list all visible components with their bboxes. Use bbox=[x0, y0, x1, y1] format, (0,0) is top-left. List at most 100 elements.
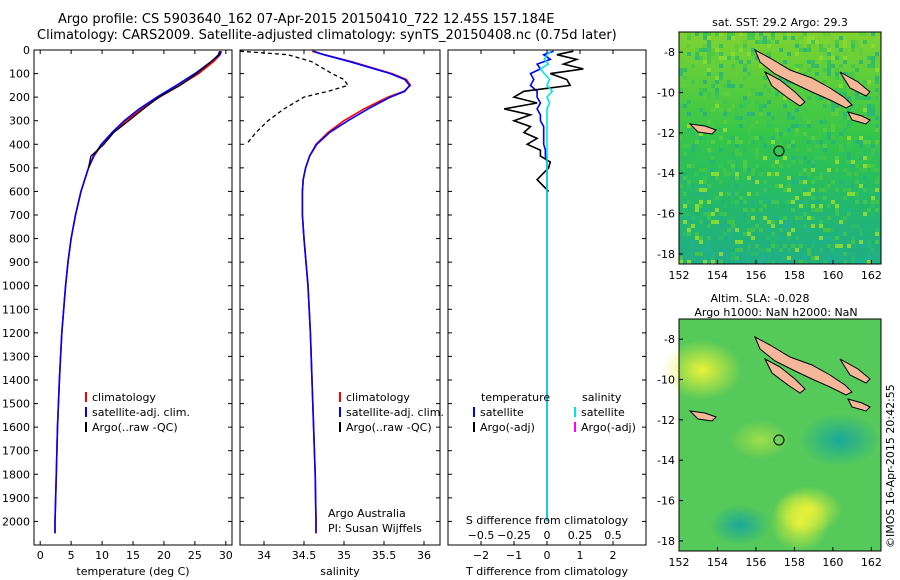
sst-cell bbox=[727, 108, 731, 112]
sst-cell bbox=[703, 168, 707, 172]
sst-cell bbox=[707, 224, 711, 228]
sst-cell bbox=[831, 112, 835, 116]
sst-cell bbox=[679, 220, 683, 224]
sst-cell bbox=[679, 244, 683, 248]
sst-cell bbox=[731, 84, 735, 88]
sst-cell bbox=[779, 228, 783, 232]
sst-cell bbox=[687, 216, 691, 220]
sst-cell bbox=[847, 188, 851, 192]
sst-cell bbox=[775, 160, 779, 164]
sst-cell bbox=[679, 236, 683, 240]
sst-cell bbox=[795, 68, 799, 72]
sst-cell bbox=[799, 48, 803, 52]
sst-cell bbox=[807, 48, 811, 52]
sst-cell bbox=[695, 188, 699, 192]
sst-cell bbox=[723, 232, 727, 236]
sst-cell bbox=[871, 124, 875, 128]
series-line-temperature-argo-adj- bbox=[503, 50, 584, 192]
sst-cell bbox=[827, 236, 831, 240]
sst-cell bbox=[759, 172, 763, 176]
sst-cell bbox=[863, 176, 867, 180]
sst-cell bbox=[711, 160, 715, 164]
sst-cell bbox=[743, 164, 747, 168]
sst-cell bbox=[691, 76, 695, 80]
sst-cell bbox=[755, 56, 759, 60]
sst-cell bbox=[795, 52, 799, 56]
sst-cell bbox=[683, 260, 687, 264]
sst-cell bbox=[859, 156, 863, 160]
sst-cell bbox=[747, 168, 751, 172]
sst-cell bbox=[747, 36, 751, 40]
sst-cell bbox=[819, 204, 823, 208]
sst-cell bbox=[823, 144, 827, 148]
sst-cell bbox=[711, 196, 715, 200]
sst-cell bbox=[699, 48, 703, 52]
sst-cell bbox=[759, 124, 763, 128]
sla-map-frame bbox=[678, 318, 882, 552]
map-x-tick-label: 160 bbox=[822, 556, 843, 569]
sst-cell bbox=[695, 52, 699, 56]
x-tick-label: 15 bbox=[126, 549, 140, 562]
sst-cell bbox=[715, 76, 719, 80]
sst-cell bbox=[831, 136, 835, 140]
sst-cell bbox=[747, 248, 751, 252]
sst-cell bbox=[747, 240, 751, 244]
sst-cell bbox=[847, 116, 851, 120]
sst-cell bbox=[787, 140, 791, 144]
sst-cell bbox=[743, 196, 747, 200]
sst-cell bbox=[731, 64, 735, 68]
sst-cell bbox=[707, 236, 711, 240]
sst-cell bbox=[727, 84, 731, 88]
sst-cell bbox=[863, 212, 867, 216]
sst-cell bbox=[771, 164, 775, 168]
y-tick-label: 1800 bbox=[2, 468, 30, 481]
sst-cell bbox=[759, 64, 763, 68]
sst-cell bbox=[859, 144, 863, 148]
sst-cell bbox=[747, 60, 751, 64]
map-y-tick-label: -10 bbox=[657, 87, 675, 100]
sst-cell bbox=[823, 128, 827, 132]
sst-cell bbox=[859, 136, 863, 140]
sst-cell bbox=[823, 260, 827, 264]
sst-cell bbox=[731, 152, 735, 156]
sst-cell bbox=[743, 212, 747, 216]
sst-cell bbox=[831, 172, 835, 176]
sst-cell bbox=[751, 176, 755, 180]
sst-cell bbox=[799, 44, 803, 48]
sst-cell bbox=[691, 148, 695, 152]
sst-cell bbox=[835, 236, 839, 240]
sst-cell bbox=[683, 128, 687, 132]
sst-cell bbox=[851, 252, 855, 256]
sst-cell bbox=[811, 204, 815, 208]
sst-cell bbox=[687, 192, 691, 196]
sst-cell bbox=[731, 164, 735, 168]
map-y-tick-label: -16 bbox=[657, 495, 675, 508]
sst-cell bbox=[823, 120, 827, 124]
sst-cell bbox=[875, 96, 879, 100]
sst-cell bbox=[783, 216, 787, 220]
sst-cell bbox=[851, 240, 855, 244]
x-tick-label: 20 bbox=[157, 549, 171, 562]
sst-cell bbox=[723, 100, 727, 104]
sst-cell bbox=[775, 172, 779, 176]
sst-cell bbox=[863, 224, 867, 228]
sst-cell bbox=[711, 260, 715, 264]
sst-cell bbox=[839, 256, 843, 260]
sst-cell bbox=[791, 156, 795, 160]
sst-cell bbox=[743, 160, 747, 164]
sst-cell bbox=[835, 208, 839, 212]
sst-cell bbox=[719, 172, 723, 176]
sst-cell bbox=[783, 156, 787, 160]
sst-cell bbox=[747, 52, 751, 56]
map-y-tick-label: -8 bbox=[664, 333, 675, 346]
sst-cell bbox=[839, 160, 843, 164]
sst-cell bbox=[767, 44, 771, 48]
sst-cell bbox=[803, 180, 807, 184]
sst-cell bbox=[807, 252, 811, 256]
sst-cell bbox=[739, 196, 743, 200]
map-x-tick-label: 158 bbox=[784, 556, 805, 569]
sst-cell bbox=[835, 212, 839, 216]
sst-cell bbox=[787, 200, 791, 204]
sst-cell bbox=[719, 180, 723, 184]
sst-cell bbox=[767, 252, 771, 256]
